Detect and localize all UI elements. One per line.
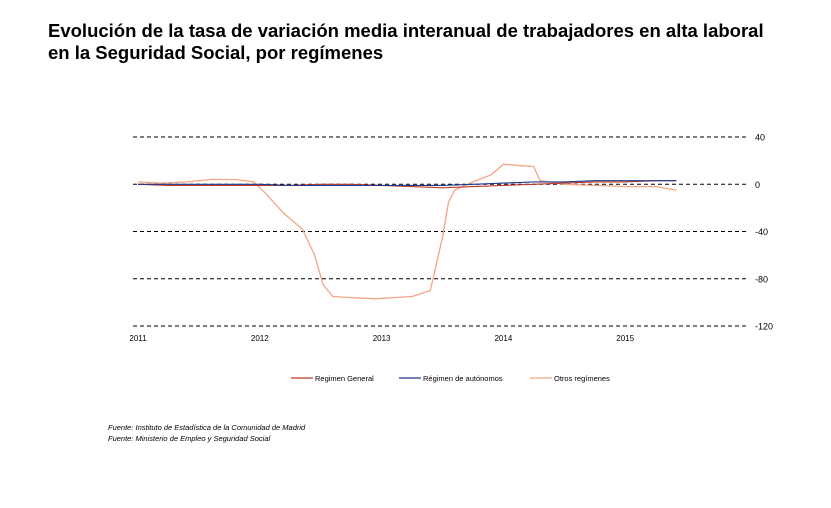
source-note-2: Fuente: Ministerio de Empleo y Seguridad… (108, 434, 271, 443)
legend: Regimen General Régimen de autónomos Otros… (291, 374, 610, 383)
grid-lines (133, 136, 748, 327)
legend-label-1: Régimen de autónomos (423, 374, 503, 383)
series-line-2 (137, 163, 677, 300)
source-note-1: Fuente: Instituto de Estadística de la C… (108, 423, 306, 432)
series-lines (137, 163, 677, 300)
x-tick-label: 2011 (129, 334, 147, 343)
y-tick-label: 0 (755, 180, 760, 190)
y-tick-label: -80 (755, 274, 768, 284)
x-tick-label: 2013 (373, 334, 391, 343)
y-tick-labels: 40 0 -40 -80 -120 (755, 133, 773, 332)
x-tick-label: 2015 (616, 334, 634, 343)
y-tick-label: -40 (755, 227, 768, 237)
x-tick-label: 2012 (251, 334, 269, 343)
series-line-1 (138, 180, 677, 186)
legend-label-2: Otros regímenes (554, 374, 610, 383)
series-line-0 (137, 180, 677, 189)
legend-label-0: Regimen General (315, 374, 374, 383)
chart-title-line-2: en la Seguridad Social, por regímenes (48, 42, 384, 63)
chart-title: Evolución de la tasa de variación media … (48, 20, 828, 64)
x-tick-label: 2014 (494, 334, 512, 343)
y-tick-label: 40 (755, 133, 765, 143)
source-notes: Fuente: Instituto de Estadística de la C… (108, 422, 305, 444)
y-tick-label: -120 (755, 322, 773, 332)
chart-title-line-1: Evolución de la tasa de variación media … (48, 20, 764, 41)
x-tick-labels: 2011 2012 2013 2014 2015 (129, 334, 634, 343)
